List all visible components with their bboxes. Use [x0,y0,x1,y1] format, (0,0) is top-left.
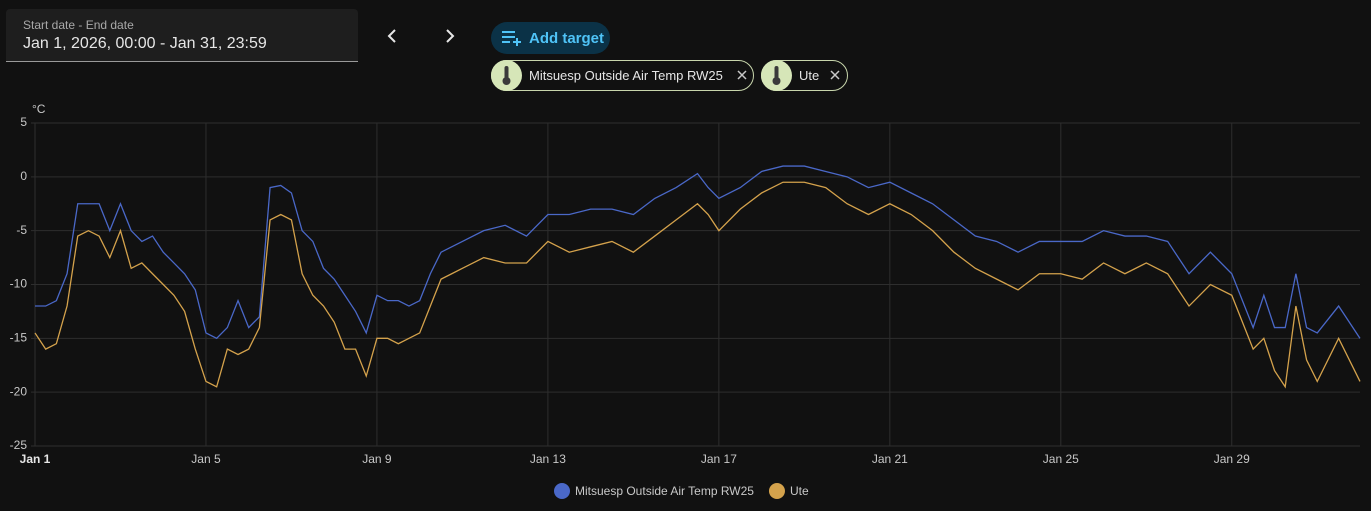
thermometer-icon [491,60,522,91]
remove-button[interactable] [736,69,748,81]
date-label: Start date - End date [23,18,134,32]
x-tick-label: Jan 1 [20,452,51,466]
series-line [34,181,1361,389]
x-tick-label: Jan 13 [530,452,566,466]
previous-button[interactable] [378,22,406,50]
series-line [35,165,1361,340]
date-range-field[interactable]: Start date - End date Jan 1, 2026, 00:00… [6,9,358,62]
target-name: Ute [799,68,820,83]
x-tick-label: Jan 29 [1214,452,1250,466]
y-tick-label: -15 [10,331,28,345]
thermometer-icon [761,60,792,91]
legend-marker [768,483,785,499]
legend-label: Mitsuesp Outside Air Temp RW25 [575,484,754,498]
add-target-button[interactable]: Add target [491,22,610,54]
target-name: Mitsuesp Outside Air Temp RW25 [529,68,723,83]
remove-button[interactable] [829,69,841,81]
add-target-label: Add target [529,30,604,47]
y-tick-label: 5 [20,115,27,129]
y-tick-label: -20 [10,384,28,398]
x-tick-label: Jan 17 [701,452,737,466]
y-tick-label: 0 [20,169,27,183]
y-unit-label: °C [32,102,46,116]
legend-label: Ute [790,484,809,498]
x-tick-label: Jan 21 [872,452,908,466]
add-icon [502,31,521,46]
date-value: Jan 1, 2026, 00:00 - Jan 31, 23:59 [23,35,267,52]
x-tick-label: Jan 5 [191,452,221,466]
y-tick-label: -25 [10,438,28,452]
next-button[interactable] [436,22,464,50]
legend-marker [554,483,570,499]
x-tick-label: Jan 25 [1043,452,1079,466]
x-tick-label: Jan 9 [362,452,392,466]
target-chip[interactable]: Mitsuesp Outside Air Temp RW25 [491,60,754,91]
y-tick-label: -5 [16,223,27,237]
y-tick-label: -10 [10,277,28,291]
target-chip[interactable]: Ute [761,60,848,91]
